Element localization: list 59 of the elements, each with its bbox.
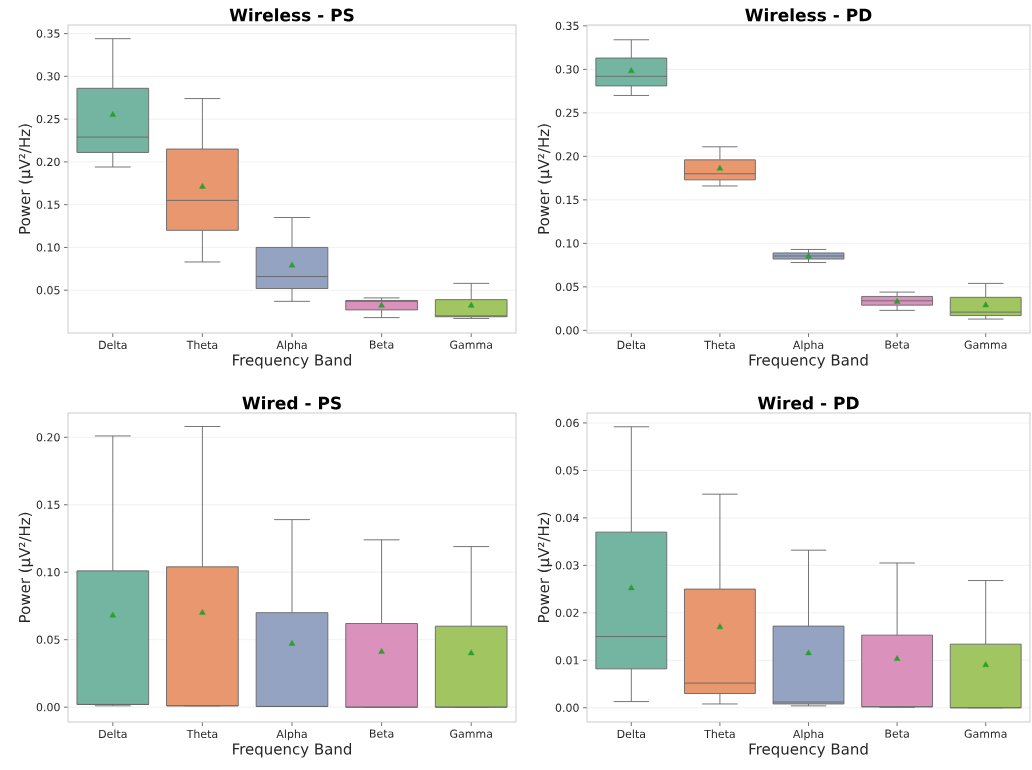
y-axis-title: Power (µV²/Hz) <box>537 124 553 234</box>
y-tick-label: 0.00 <box>555 703 579 712</box>
x-axis-title: Frequency Band <box>749 354 868 369</box>
x-tick-label: Gamma <box>450 729 492 738</box>
y-tick-label: 0.06 <box>555 418 579 428</box>
x-tick-label: Gamma <box>450 340 492 349</box>
y-tick-label: 0.20 <box>36 157 60 167</box>
x-tick-label: Beta <box>885 729 909 738</box>
y-tick-label: 0.03 <box>555 561 579 570</box>
x-tick-label: Alpha <box>276 340 307 352</box>
y-tick-label: 0.15 <box>36 500 60 509</box>
x-tick-label: Theta <box>186 729 218 739</box>
x-tick-label: Theta <box>704 729 735 739</box>
y-tick-label: 0.30 <box>36 72 60 81</box>
y-tick-label: 0.35 <box>555 21 579 31</box>
y-tick-label: 0.04 <box>555 513 579 523</box>
y-tick-label: 0.10 <box>555 239 579 248</box>
x-tick-label: Beta <box>370 340 394 349</box>
y-tick-label: 0.05 <box>555 282 579 292</box>
chart-title: Wired - PD <box>757 396 859 410</box>
y-axis-title: Power (µV²/Hz) <box>18 124 34 234</box>
x-tick-label: Delta <box>617 340 645 350</box>
y-tick-label: 0.05 <box>36 286 60 295</box>
x-tick-label: Delta <box>99 729 127 739</box>
x-tick-label: Theta <box>186 340 218 350</box>
x-tick-label: Delta <box>617 729 645 739</box>
x-tick-label: Theta <box>704 340 735 350</box>
y-tick-label: 0.02 <box>555 608 579 617</box>
y-tick-label: 0.20 <box>555 152 579 161</box>
y-tick-label: 0.15 <box>36 200 60 209</box>
chart-title: Wireless - PD <box>745 8 872 22</box>
y-tick-label: 0.10 <box>36 568 60 577</box>
y-tick-label: 0.25 <box>555 108 579 118</box>
y-tick-label: 0.35 <box>36 29 60 38</box>
x-axis-title: Frequency Band <box>749 743 868 758</box>
x-axis-title: Frequency Band <box>233 354 352 369</box>
y-axis-title: Power (µV²/Hz) <box>18 512 34 622</box>
y-tick-label: 0.01 <box>555 656 579 665</box>
chart-title: Wireless - PS <box>229 8 354 22</box>
y-tick-label: 0.05 <box>36 635 60 644</box>
y-tick-label: 0.05 <box>555 466 579 475</box>
y-tick-label: 0.00 <box>555 326 579 335</box>
y-tick-label: 0.25 <box>36 114 60 124</box>
x-tick-label: Delta <box>99 340 127 350</box>
x-axis-title: Frequency Band <box>233 743 352 758</box>
y-tick-label: 0.00 <box>36 703 60 712</box>
x-tick-label: Gamma <box>964 729 1007 738</box>
x-tick-label: Alpha <box>792 729 824 741</box>
y-tick-label: 0.30 <box>555 65 579 74</box>
x-tick-label: Alpha <box>792 340 824 352</box>
y-axis-title: Power (µV²/Hz) <box>537 512 553 622</box>
y-tick-label: 0.10 <box>36 243 60 252</box>
x-tick-label: Gamma <box>964 340 1007 349</box>
x-tick-label: Beta <box>370 729 394 738</box>
y-tick-label: 0.20 <box>36 433 60 442</box>
x-tick-label: Alpha <box>276 729 307 741</box>
chart-title: Wired - PS <box>242 396 341 410</box>
y-tick-label: 0.15 <box>555 195 579 205</box>
x-tick-label: Beta <box>885 340 909 349</box>
